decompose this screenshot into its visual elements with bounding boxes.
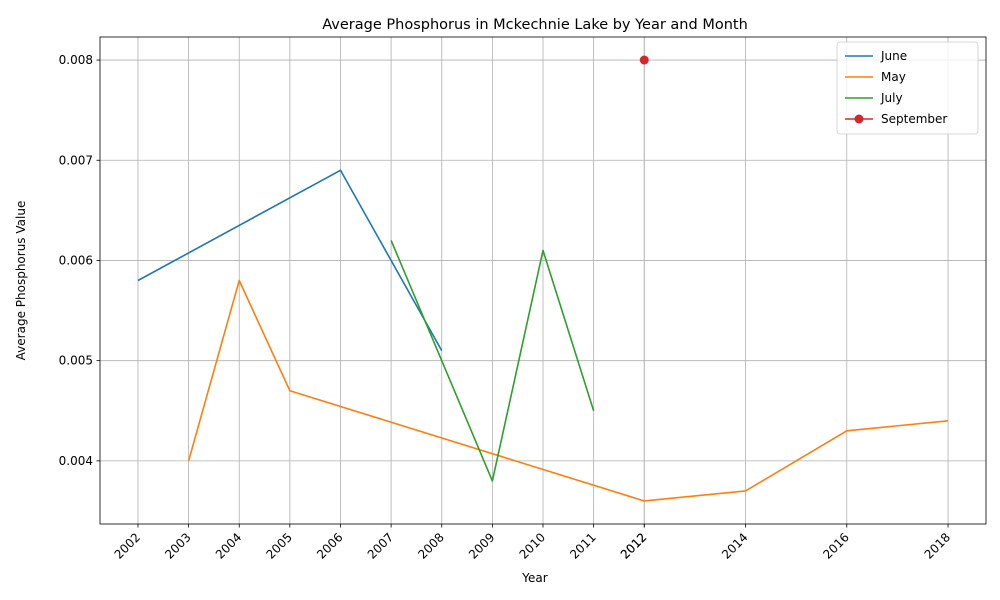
chart-title: Average Phosphorus in Mckechnie Lake by … [322, 17, 748, 33]
legend-label-july: July [880, 91, 903, 105]
legend-label-june: June [880, 49, 907, 63]
data-point-september [639, 55, 649, 65]
y-tick-label: 0.004 [59, 454, 93, 468]
series-lines [137, 55, 949, 502]
legend: June May July September [836, 41, 979, 135]
y-tick-label: 0.005 [59, 354, 93, 368]
y-tick-label: 0.007 [59, 153, 93, 167]
legend-box [836, 41, 979, 135]
legend-marker-september [854, 114, 864, 124]
series-line-july [390, 240, 595, 482]
x-axis-title: Year [521, 571, 547, 585]
series-line-may [187, 279, 949, 502]
series-line-june [137, 169, 443, 352]
y-tick-label: 0.006 [59, 253, 93, 267]
y-axis-title: Average Phosphorus Value [14, 201, 28, 361]
y-tick-label: 0.008 [59, 53, 93, 67]
legend-label-september: September [881, 112, 947, 126]
legend-label-may: May [881, 70, 906, 84]
